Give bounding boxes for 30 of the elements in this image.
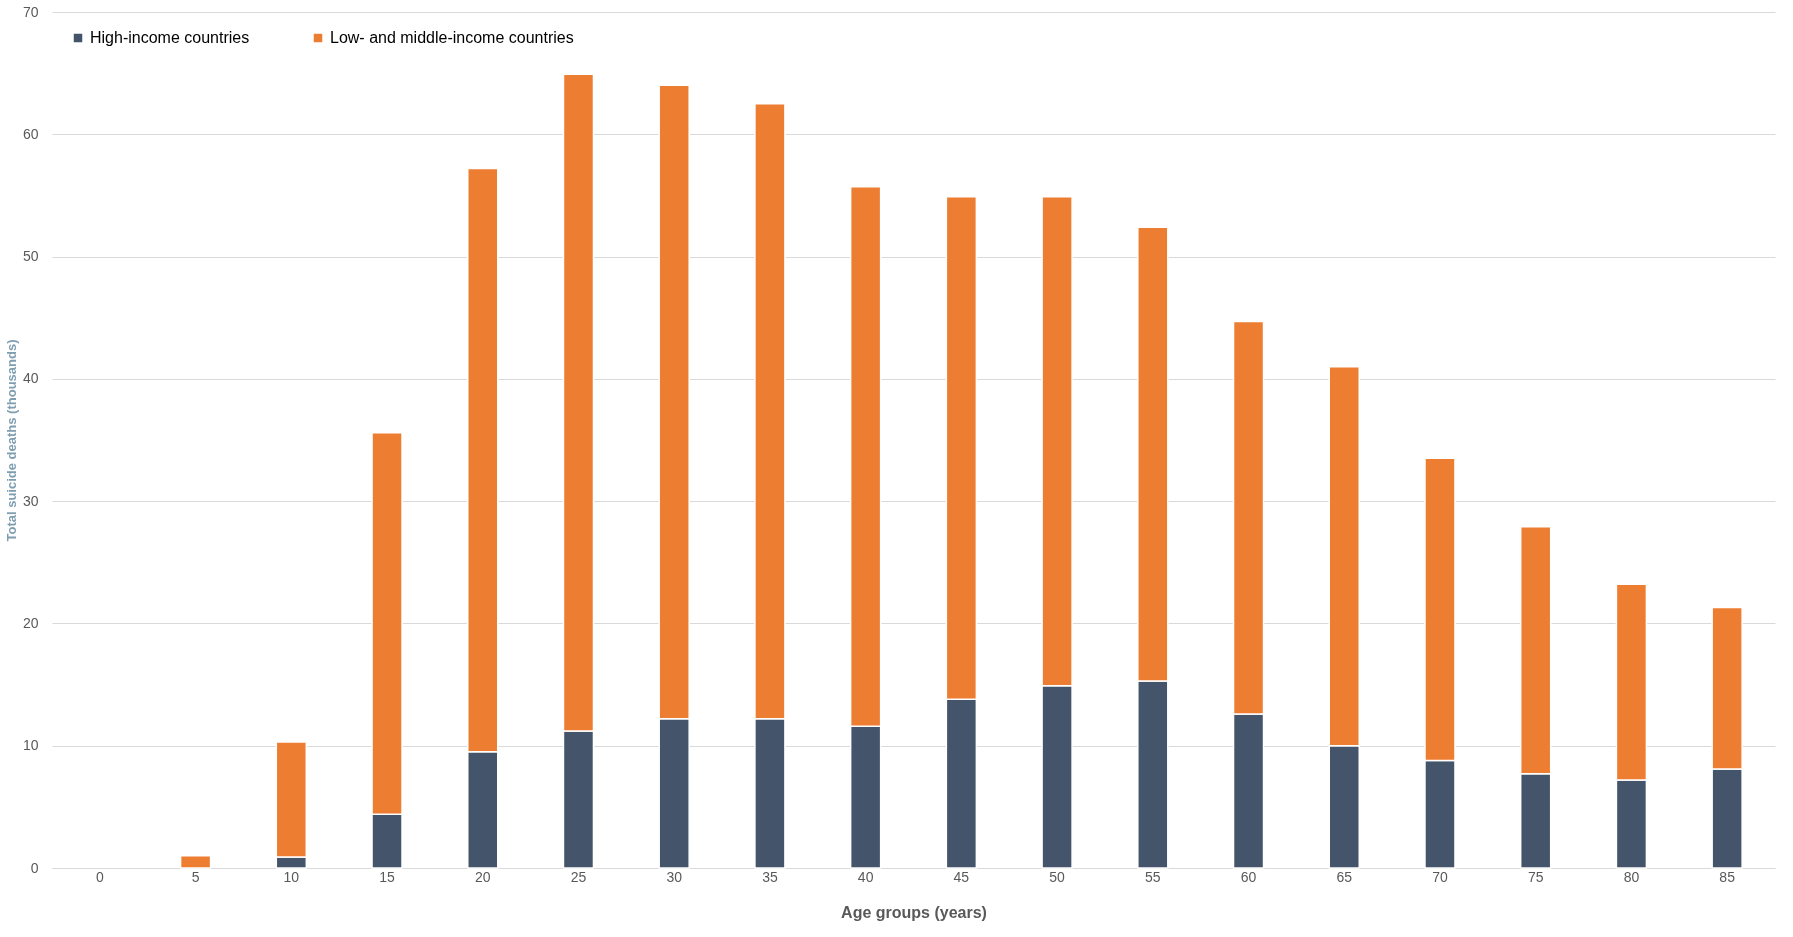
y-tick-label: 20	[22, 614, 39, 631]
legend-label: Low- and middle-income countries	[330, 29, 574, 46]
x-tick-label: 20	[474, 868, 491, 885]
bar	[179, 855, 212, 869]
x-tick-label: 35	[762, 868, 778, 885]
x-tick-label: 55	[1145, 868, 1161, 885]
x-tick-label: 60	[1240, 868, 1257, 885]
x-tick-label: 15	[379, 868, 396, 885]
x-tick-label: 50	[1049, 868, 1066, 885]
x-tick-label: 75	[1527, 868, 1544, 885]
x-tick-label: 30	[666, 868, 683, 885]
y-tick-label: 50	[22, 248, 39, 265]
legend-label: High-income countries	[90, 29, 250, 46]
x-tick-label: 80	[1623, 868, 1640, 885]
y-tick-label: 70	[22, 3, 39, 20]
x-tick-label: 5	[191, 868, 200, 885]
y-tick-label: 40	[22, 370, 39, 387]
x-tick-label: 85	[1719, 868, 1736, 885]
x-tick-label: 0	[95, 868, 104, 885]
y-axis-title: Total suicide deaths (thousands)	[3, 339, 19, 542]
y-tick-label: 30	[22, 492, 39, 509]
x-tick-label: 65	[1336, 868, 1353, 885]
x-tick-label: 45	[953, 868, 970, 885]
y-tick-label: 60	[22, 125, 39, 142]
x-tick-label: 40	[857, 868, 874, 885]
x-tick-label: 25	[570, 868, 587, 885]
y-tick-label: 10	[22, 737, 39, 754]
x-axis-title: Age groups (years)	[841, 903, 987, 921]
x-tick-label: 70	[1432, 868, 1448, 885]
x-tick-label: 10	[283, 868, 300, 885]
